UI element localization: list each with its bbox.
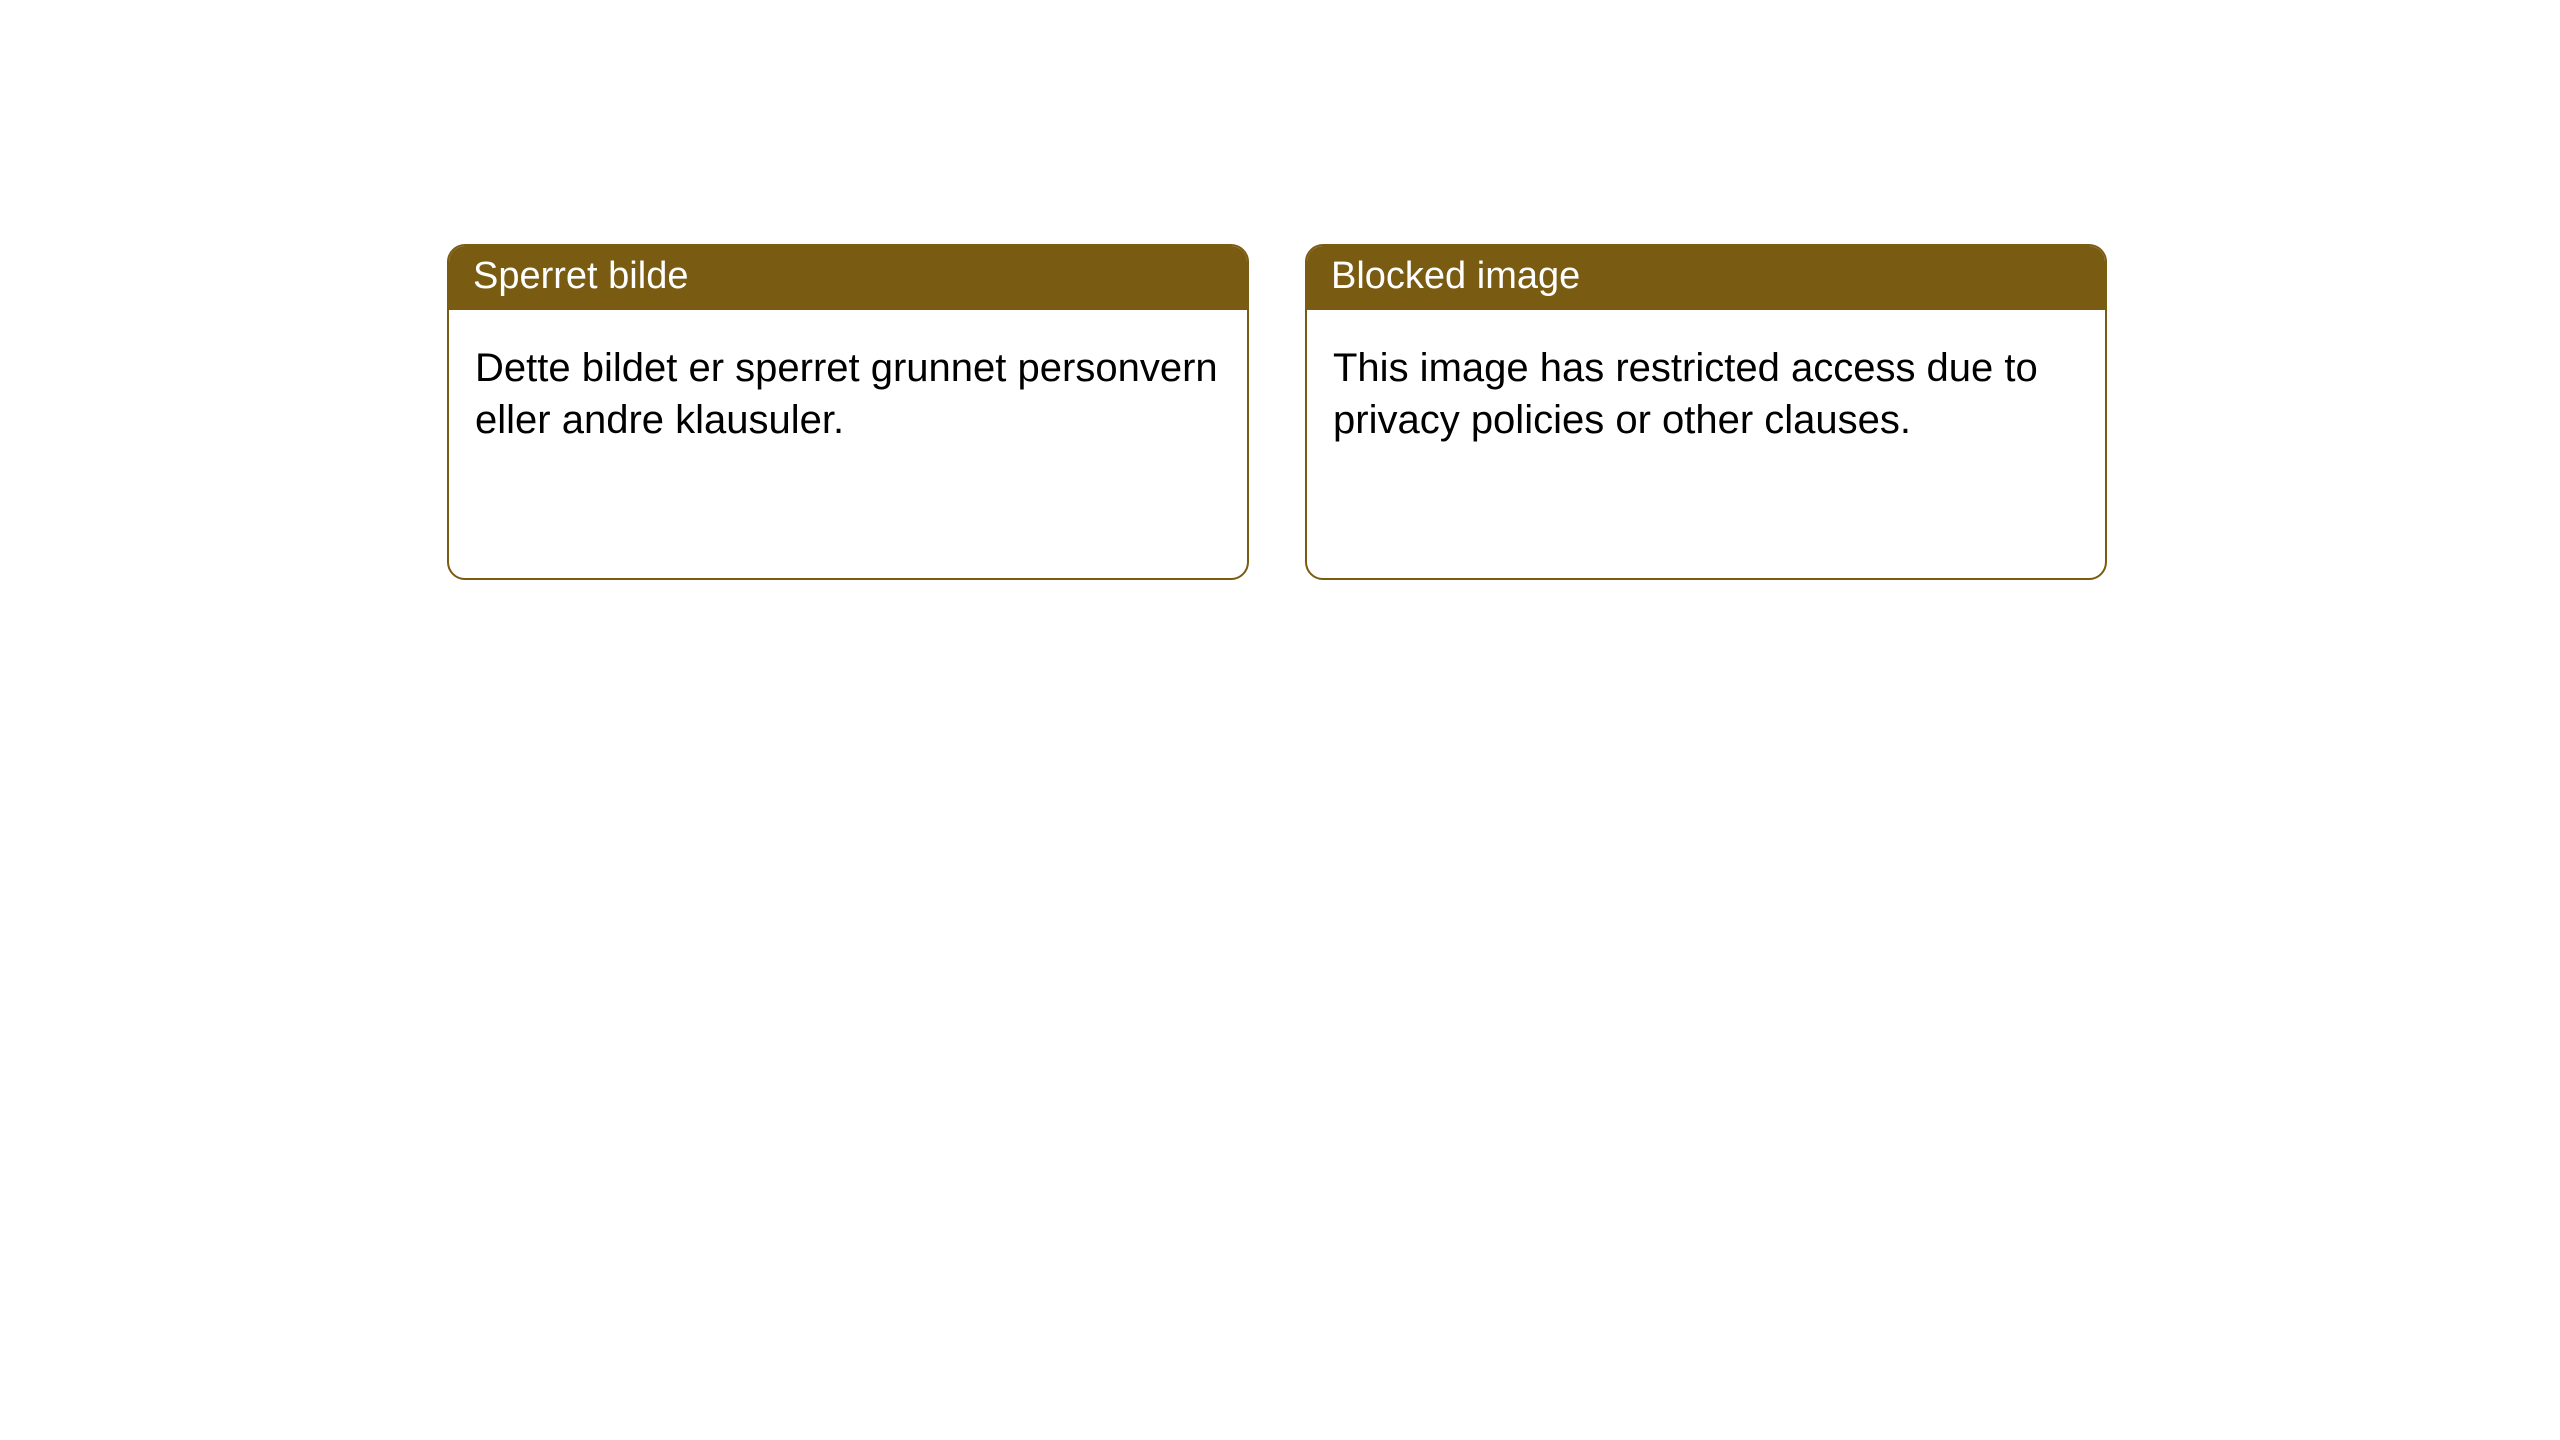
notice-container: Sperret bilde Dette bildet er sperret gr… [0,0,2560,580]
notice-card-title: Blocked image [1307,246,2105,310]
notice-card-english: Blocked image This image has restricted … [1305,244,2107,580]
notice-card-title: Sperret bilde [449,246,1247,310]
notice-card-norwegian: Sperret bilde Dette bildet er sperret gr… [447,244,1249,580]
notice-card-body: This image has restricted access due to … [1307,310,2105,472]
notice-card-body: Dette bildet er sperret grunnet personve… [449,310,1247,472]
